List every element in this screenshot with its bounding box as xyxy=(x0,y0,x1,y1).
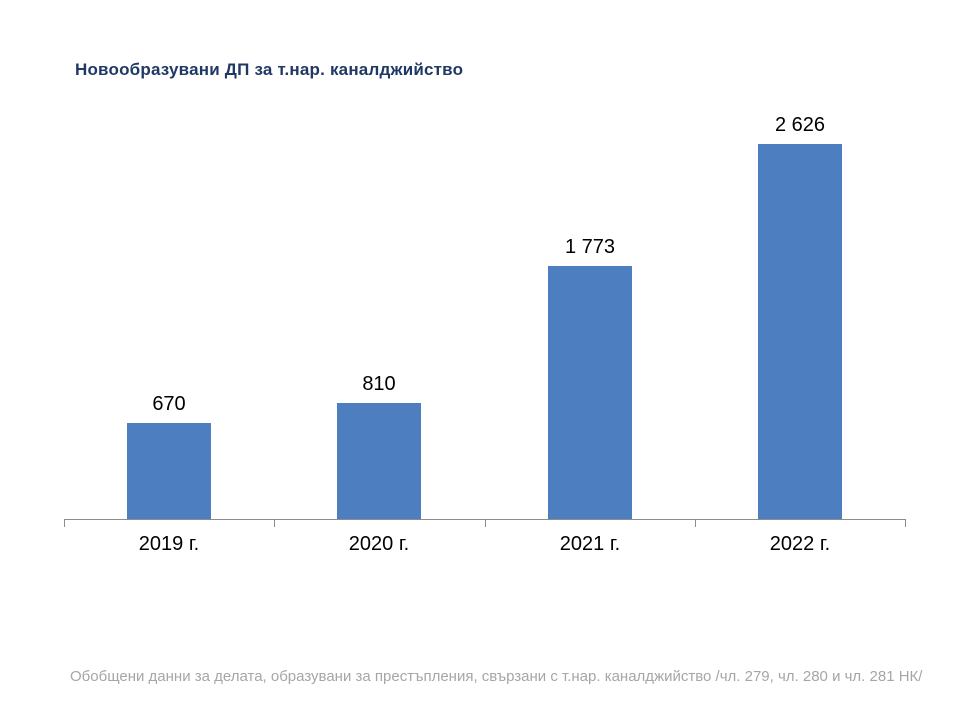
bar-value-label: 670 xyxy=(152,393,186,415)
x-axis-tick xyxy=(485,519,486,527)
bar-2020 xyxy=(337,403,421,519)
bar-2021 xyxy=(548,266,632,519)
x-axis-label-2022: 2022 г. xyxy=(769,533,831,555)
bar-2022 xyxy=(758,144,842,519)
bar-2019 xyxy=(127,423,211,519)
bar-value-label: 810 xyxy=(362,373,396,395)
bar-value-label: 2 626 xyxy=(774,114,826,136)
x-axis-tick xyxy=(274,519,275,527)
chart-title: Новообразувани ДП за т.нар. каналджийств… xyxy=(75,60,464,79)
x-axis-category-labels: 2019 г. 2020 г. 2021 г. 2022 г. xyxy=(64,533,905,563)
x-axis-tick xyxy=(695,519,696,527)
footer-note: Обобщени данни за делата, образувани за … xyxy=(70,668,923,685)
x-axis-label-2021: 2021 г. xyxy=(559,533,621,555)
x-axis-tick xyxy=(905,519,906,527)
x-axis-tick xyxy=(64,519,65,527)
x-axis-line xyxy=(64,519,905,520)
x-axis-label-2019: 2019 г. xyxy=(138,533,200,555)
x-axis-label-2020: 2020 г. xyxy=(348,533,410,555)
plot-area: 670 810 1 773 2 626 xyxy=(64,100,906,527)
bar-value-label: 1 773 xyxy=(564,236,616,258)
